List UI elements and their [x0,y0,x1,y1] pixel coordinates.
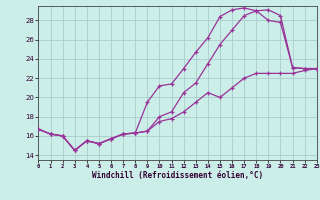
X-axis label: Windchill (Refroidissement éolien,°C): Windchill (Refroidissement éolien,°C) [92,171,263,180]
